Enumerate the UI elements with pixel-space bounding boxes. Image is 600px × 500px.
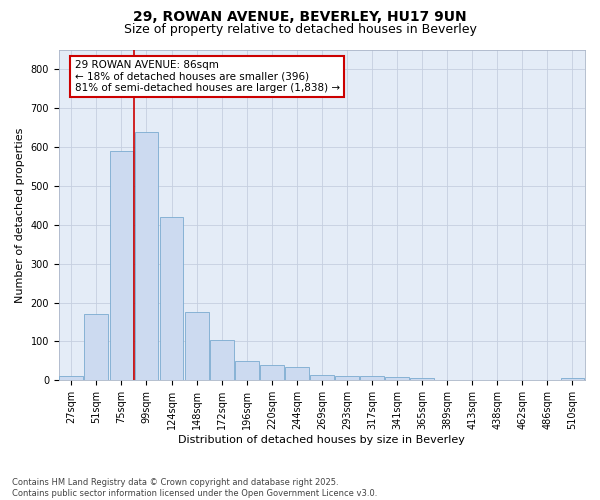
Bar (235, 361, 259, 380)
Bar (59, 376, 83, 380)
Bar (210, 340, 233, 380)
Bar (285, 366, 309, 380)
Text: Contains HM Land Registry data © Crown copyright and database right 2025.
Contai: Contains HM Land Registry data © Crown c… (12, 478, 377, 498)
Bar (560, 378, 584, 380)
X-axis label: Distribution of detached houses by size in Beverley: Distribution of detached houses by size … (178, 435, 466, 445)
Text: Size of property relative to detached houses in Beverley: Size of property relative to detached ho… (124, 22, 476, 36)
Bar (410, 378, 434, 380)
Y-axis label: Number of detached properties: Number of detached properties (15, 128, 25, 303)
Text: 29 ROWAN AVENUE: 86sqm
← 18% of detached houses are smaller (396)
81% of semi-de: 29 ROWAN AVENUE: 86sqm ← 18% of detached… (74, 60, 340, 93)
Bar (134, 132, 158, 380)
Bar (160, 217, 184, 380)
Bar (310, 374, 334, 380)
Bar (260, 365, 284, 380)
Bar (110, 151, 133, 380)
Bar (85, 314, 108, 380)
Bar (360, 376, 384, 380)
Bar (185, 312, 209, 380)
Text: 29, ROWAN AVENUE, BEVERLEY, HU17 9UN: 29, ROWAN AVENUE, BEVERLEY, HU17 9UN (133, 10, 467, 24)
Bar (335, 376, 359, 380)
Bar (385, 377, 409, 380)
